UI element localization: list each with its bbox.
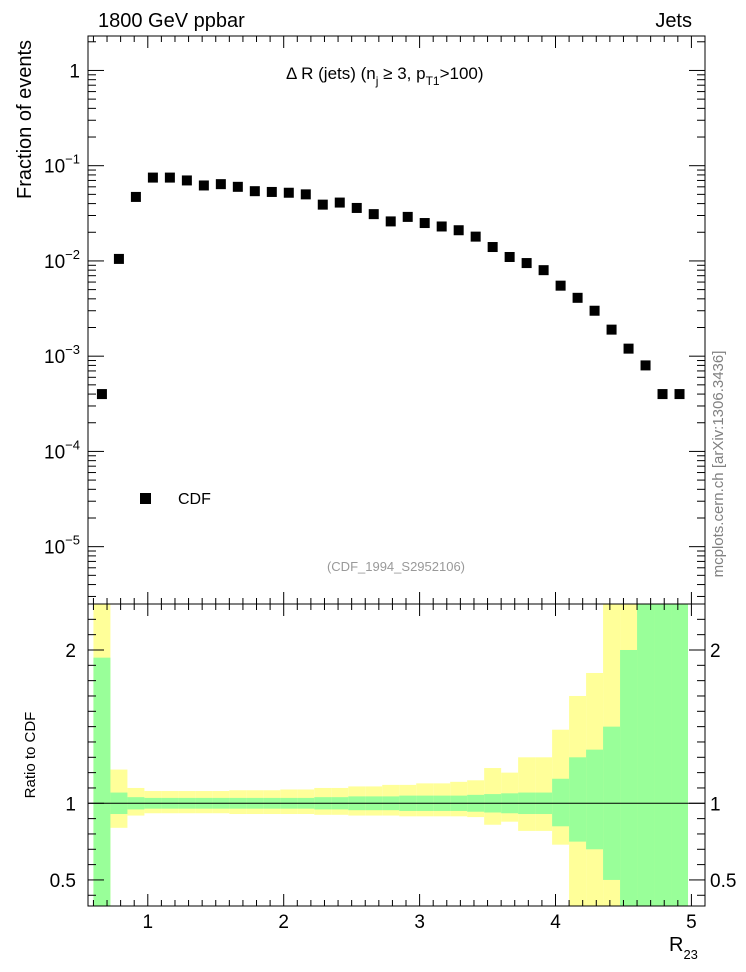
main-y-tick-labels: 1 10−1 10−2 10−3 10−4 10−5: [44, 61, 80, 558]
cdf-point: [402, 211, 413, 222]
cdf-point: [334, 197, 345, 208]
ratio-x-tick-labels: 1 2 3 4 5: [143, 912, 697, 933]
main-y-tick-label: 1: [69, 61, 80, 82]
watermark: mcplots.cern.ch [arXiv:1306.3436]: [710, 351, 727, 578]
cdf-point: [147, 172, 158, 183]
cdf-point: [623, 343, 634, 354]
main-y-axis-label: Fraction of events: [14, 40, 36, 199]
x-tick-label: 1: [143, 912, 154, 933]
cdf-point: [317, 199, 328, 210]
ratio-y-tick-label: 1: [65, 794, 76, 815]
cdf-point: [555, 280, 566, 291]
cdf-point: [419, 218, 430, 229]
cdf-point: [368, 209, 379, 220]
x-tick-label: 4: [550, 912, 561, 933]
header-left: 1800 GeV ppbar: [98, 10, 245, 32]
cdf-point: [164, 172, 175, 183]
x-tick-label: 2: [278, 912, 289, 933]
cdf-point: [538, 265, 549, 276]
ratio-y-tick-label: 2: [65, 641, 76, 662]
inner-band-bin: [569, 757, 587, 842]
main-y-tick-label: 10−3: [44, 342, 80, 368]
inner-band-bin: [620, 649, 638, 906]
cdf-markers: [96, 172, 685, 400]
cdf-point: [640, 360, 651, 371]
ratio-y-tick-label-right: 1: [710, 794, 721, 815]
cdf-point: [657, 389, 668, 400]
reference-label: (CDF_1994_S2952106): [327, 559, 465, 574]
x-tick-label: 5: [686, 912, 697, 933]
main-title: Δ R (jets) (nj ≥ 3, pT1>100): [286, 64, 484, 88]
inner-band-bin: [586, 749, 604, 850]
cdf-point: [181, 175, 192, 186]
cdf-point: [283, 187, 294, 198]
main-y-tick-label: 10−5: [44, 533, 80, 559]
cdf-point: [487, 242, 498, 253]
inner-band-bin: [654, 604, 672, 906]
cdf-point: [96, 389, 107, 400]
main-y-tick-label: 10−4: [44, 437, 80, 463]
cdf-point: [436, 221, 447, 232]
ratio-y-tick-label-right: 0.5: [710, 871, 736, 892]
cdf-point: [232, 181, 243, 192]
inner-band-bin: [637, 604, 655, 906]
main-y-tick-label: 10−2: [44, 247, 80, 273]
inner-band-bin: [552, 778, 570, 827]
cdf-point: [572, 292, 583, 303]
cdf-point: [300, 189, 311, 200]
ratio-y-tick-labels: 0.5 0.5 1 1 2 2: [50, 641, 737, 892]
ratio-panel: 0.5 0.5 1 1 2 2 1 2 3 4 5 Ratio to CDF R23: [22, 603, 737, 962]
ratio-uncertainty-bands: [93, 604, 689, 906]
cdf-point: [130, 191, 141, 202]
cdf-point: [266, 186, 277, 197]
ratio-y-tick-label: 0.5: [50, 871, 76, 892]
cdf-point: [470, 231, 481, 242]
cdf-point: [589, 305, 600, 316]
ratio-y-tick-label-right: 2: [710, 641, 721, 662]
cdf-point: [198, 180, 209, 191]
cdf-point: [113, 253, 124, 264]
cdf-point: [606, 324, 617, 335]
ratio-frame: [87, 603, 706, 907]
legend-marker: [140, 493, 151, 504]
main-y-tick-label: 10−1: [44, 152, 80, 178]
legend: CDF: [140, 491, 211, 508]
main-axis-ticks: [88, 36, 706, 604]
cdf-point: [504, 251, 515, 262]
cdf-point: [249, 186, 260, 197]
header-right: Jets: [655, 10, 692, 32]
x-axis-label: R23: [669, 934, 698, 962]
cdf-point: [351, 202, 362, 213]
ratio-y-axis-label: Ratio to CDF: [22, 712, 39, 799]
main-panel: Δ R (jets) (nj ≥ 3, pT1>100) Fraction of…: [14, 35, 706, 605]
inner-band-bin: [93, 657, 111, 906]
cdf-point: [215, 179, 226, 190]
x-tick-label: 3: [414, 912, 425, 933]
ratio-axis-ticks: [88, 603, 706, 906]
cdf-point: [385, 216, 396, 227]
cdf-point: [674, 389, 685, 400]
cdf-point: [453, 225, 464, 236]
cdf-point: [521, 258, 532, 269]
inner-band-bin: [671, 604, 689, 906]
legend-label: CDF: [178, 491, 211, 508]
